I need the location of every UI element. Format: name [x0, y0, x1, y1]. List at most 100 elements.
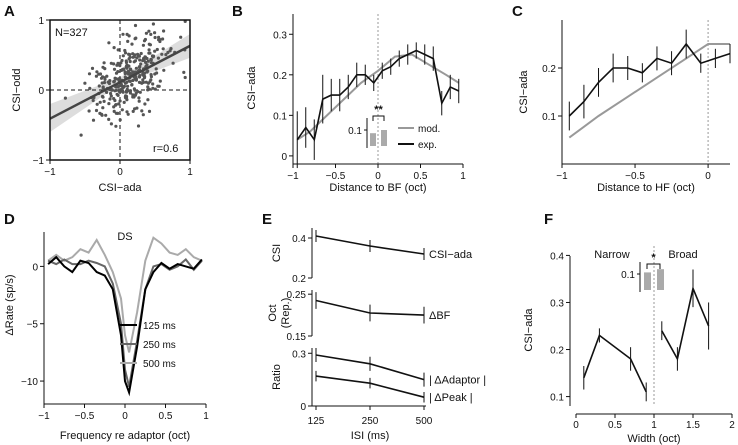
- scatter-point: [107, 102, 111, 106]
- x-axis-label: Distance to HF (oct): [597, 182, 695, 194]
- scatter-point: [97, 84, 101, 88]
- x-tick-label: 500: [416, 416, 433, 427]
- x-tick-label: −0.5: [326, 171, 346, 182]
- scatter-point: [118, 118, 122, 122]
- inset-sig-stars: **: [374, 104, 383, 116]
- panel-label-e: E: [262, 211, 272, 228]
- scatter-point: [141, 43, 145, 47]
- panel-c: 0.1 0.2 −1 −0.5 0 Distance to HF (oct) CSI−ada: [518, 20, 731, 194]
- scatter-point: [117, 102, 121, 106]
- panel-f: 0.1 0.2 0.3 0.4 0 0.5 1 1.5 2 Narrow Broad 0.1 * Widt…: [523, 246, 735, 445]
- scatter-point: [125, 32, 129, 37]
- scatter-point: [109, 91, 113, 96]
- inset-sig-bracket: [646, 263, 661, 269]
- scatter-point: [144, 60, 148, 64]
- scatter-point: [144, 80, 148, 84]
- scatter-point: [126, 84, 130, 88]
- scatter-point: [134, 66, 138, 70]
- scatter-point: [128, 89, 133, 93]
- series-exp-line: [296, 49, 460, 142]
- scatter-point: [137, 54, 141, 58]
- scatter-point: [153, 49, 157, 53]
- scatter-point: [125, 110, 129, 114]
- scatter-point: [87, 109, 91, 113]
- scatter-point: [125, 80, 129, 84]
- scatter-point: [155, 71, 159, 75]
- scatter-point: [158, 79, 162, 83]
- x-tick-label: −1: [556, 171, 568, 182]
- scatter-point: [98, 111, 102, 115]
- y-tick-label: 1: [38, 16, 44, 27]
- inset-tick-label: 0.1: [621, 270, 635, 281]
- scatter-point: [141, 78, 145, 82]
- x-axis-label: Frequency re adaptor (oct): [60, 430, 190, 442]
- scatter-point: [83, 81, 87, 85]
- y-tick-label: 0: [32, 262, 38, 273]
- scatter-point: [95, 102, 99, 106]
- y-tick-label: 0.3: [273, 30, 287, 41]
- scatter-point: [126, 39, 130, 44]
- scatter-point: [102, 80, 107, 85]
- scatter-point: [161, 37, 165, 41]
- scatter-point: [113, 98, 117, 103]
- panel-label-a: A: [4, 3, 15, 20]
- scatter-point: [121, 32, 125, 36]
- panel-b: 0 0.1 0.2 0.3 −1 −0.5 0 0.5 1 mod. exp. 0.1 ** Distan…: [246, 14, 466, 194]
- x-tick-label: 1: [651, 420, 657, 431]
- scatter-point: [109, 87, 113, 91]
- scatter-point: [162, 29, 166, 33]
- scatter-point: [122, 100, 126, 104]
- y-tick-label: 0.2: [542, 64, 556, 75]
- y-tick-label: 0.2: [550, 346, 564, 357]
- scatter-point: [112, 62, 116, 66]
- series-label: | ΔAdaptor |: [429, 375, 486, 387]
- y-axis-label: CSI: [271, 244, 283, 262]
- x-tick-label: −1: [287, 171, 299, 182]
- y-tick-label: 0.25: [287, 290, 307, 301]
- scatter-point: [148, 80, 152, 84]
- y-tick-label: 0: [281, 152, 287, 163]
- scatter-point: [115, 85, 120, 89]
- scatter-point: [183, 75, 187, 80]
- scatter-point: [118, 90, 122, 94]
- n-annotation: N=327: [55, 27, 88, 39]
- y-tick-label: −1: [33, 156, 45, 167]
- scatter-point: [120, 58, 124, 63]
- x-tick-label: 250: [362, 416, 379, 427]
- scatter-point: [120, 108, 124, 112]
- legend-label: 500 ms: [143, 359, 176, 370]
- inset-bar-left: [370, 133, 376, 146]
- scatter-point: [112, 109, 116, 113]
- x-axis-label: Distance to BF (oct): [329, 182, 426, 194]
- y-tick-label: 0.2: [273, 71, 287, 82]
- y-tick-label: 0.1: [273, 111, 287, 122]
- y-axis-label: Oct: [267, 304, 279, 321]
- x-tick-label: 1: [460, 171, 466, 182]
- scatter-point: [135, 56, 139, 60]
- scatter-point: [131, 78, 135, 83]
- scatter-point: [162, 68, 166, 72]
- series-line: [583, 334, 647, 393]
- scatter-point: [149, 61, 153, 65]
- scatter-point: [137, 75, 142, 79]
- panel-label-b: B: [232, 3, 243, 20]
- scatter-point: [149, 32, 153, 37]
- scatter-point: [121, 54, 125, 58]
- legend-label-mod: mod.: [418, 124, 440, 135]
- scatter-point: [131, 55, 135, 59]
- legend-label-exp: exp.: [418, 140, 437, 151]
- x-tick-label: 1: [187, 167, 193, 178]
- scatter-point: [160, 52, 164, 56]
- scatter-point: [121, 86, 125, 90]
- x-tick-label: 0: [573, 420, 579, 431]
- scatter-point: [107, 117, 111, 121]
- scatter-point: [128, 91, 132, 95]
- scatter-point: [138, 58, 142, 62]
- scatter-point: [155, 47, 159, 52]
- scatter-point: [116, 48, 120, 52]
- scatter-point: [95, 70, 99, 74]
- scatter-point: [125, 64, 129, 68]
- scatter-point: [132, 87, 136, 91]
- scatter-point: [149, 57, 153, 61]
